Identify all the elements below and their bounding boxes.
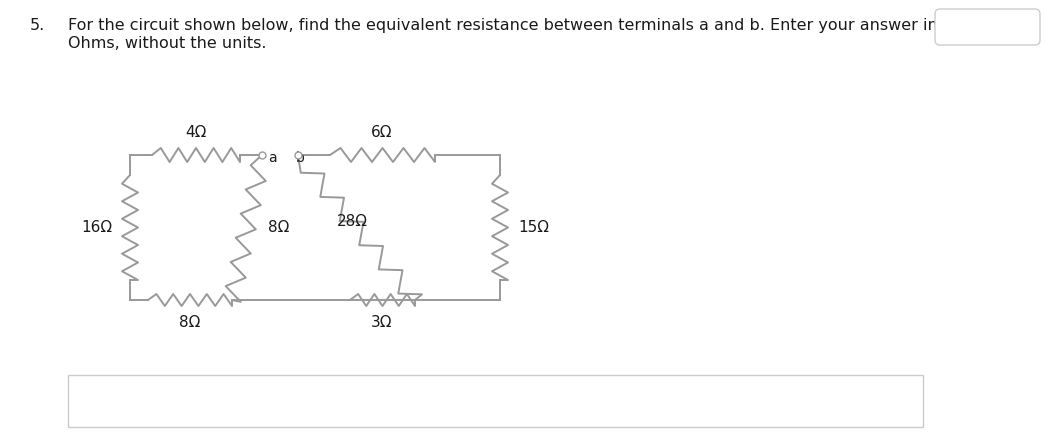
Text: 3Ω: 3Ω bbox=[371, 315, 392, 330]
Text: 6Ω: 6Ω bbox=[371, 125, 392, 140]
Text: 1 point: 1 point bbox=[964, 20, 1012, 34]
Text: 5.: 5. bbox=[31, 18, 45, 33]
Text: 4Ω: 4Ω bbox=[185, 125, 206, 140]
Text: 15Ω: 15Ω bbox=[518, 220, 549, 236]
Text: b: b bbox=[296, 151, 305, 165]
Text: For the circuit shown below, find the equivalent resistance between terminals a : For the circuit shown below, find the eq… bbox=[68, 18, 937, 33]
Text: 28Ω: 28Ω bbox=[337, 215, 368, 230]
Text: 8Ω: 8Ω bbox=[179, 315, 201, 330]
Text: 8Ω: 8Ω bbox=[268, 220, 289, 236]
FancyBboxPatch shape bbox=[935, 9, 1040, 45]
Text: a: a bbox=[268, 151, 277, 165]
Text: 16Ω: 16Ω bbox=[81, 220, 112, 236]
Text: Ohms, without the units.: Ohms, without the units. bbox=[68, 36, 266, 51]
Text: Enter answer here: Enter answer here bbox=[82, 393, 223, 409]
FancyBboxPatch shape bbox=[68, 375, 923, 427]
